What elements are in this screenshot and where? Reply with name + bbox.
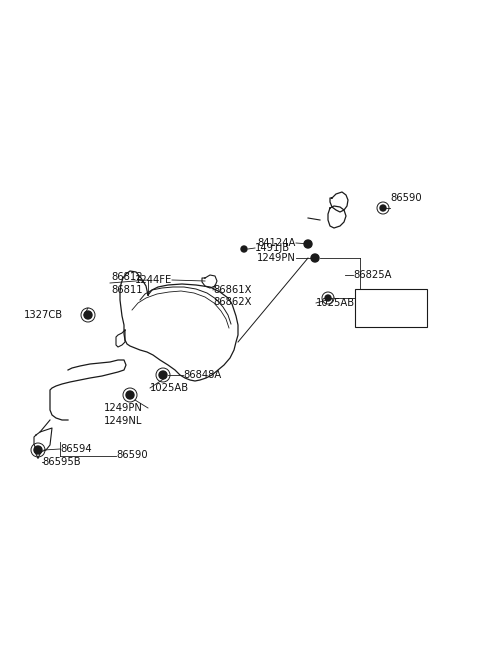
Text: 1249PN: 1249PN xyxy=(257,253,296,263)
Circle shape xyxy=(380,205,386,211)
Circle shape xyxy=(126,391,134,399)
Circle shape xyxy=(325,295,331,301)
Text: 86822B: 86822B xyxy=(365,311,404,321)
Text: 1025AB: 1025AB xyxy=(316,298,355,308)
Circle shape xyxy=(34,446,42,454)
Text: 86594: 86594 xyxy=(60,444,92,454)
Text: 1244FE: 1244FE xyxy=(135,275,172,285)
Circle shape xyxy=(311,254,319,262)
Text: 84124A: 84124A xyxy=(258,238,296,248)
Text: 1249NL: 1249NL xyxy=(104,416,143,426)
Text: 86821B: 86821B xyxy=(365,298,404,308)
Circle shape xyxy=(304,240,312,248)
Text: 86861X: 86861X xyxy=(213,285,252,295)
Circle shape xyxy=(84,311,92,319)
Bar xyxy=(355,289,427,327)
Text: 86848A: 86848A xyxy=(183,370,221,380)
Circle shape xyxy=(241,246,247,252)
Text: 1327CB: 1327CB xyxy=(24,310,63,320)
Text: 1249PN: 1249PN xyxy=(104,403,143,413)
Text: 1025AB: 1025AB xyxy=(150,383,189,393)
Text: 1491JB: 1491JB xyxy=(255,243,290,253)
Circle shape xyxy=(159,371,167,379)
Text: 86825A: 86825A xyxy=(353,270,392,280)
Text: 86812: 86812 xyxy=(111,272,143,282)
Text: 86862X: 86862X xyxy=(213,297,252,307)
Text: 86590: 86590 xyxy=(116,450,148,460)
Text: 86590: 86590 xyxy=(390,193,421,203)
Text: 86811: 86811 xyxy=(111,285,143,295)
Text: 86595B: 86595B xyxy=(42,457,81,467)
